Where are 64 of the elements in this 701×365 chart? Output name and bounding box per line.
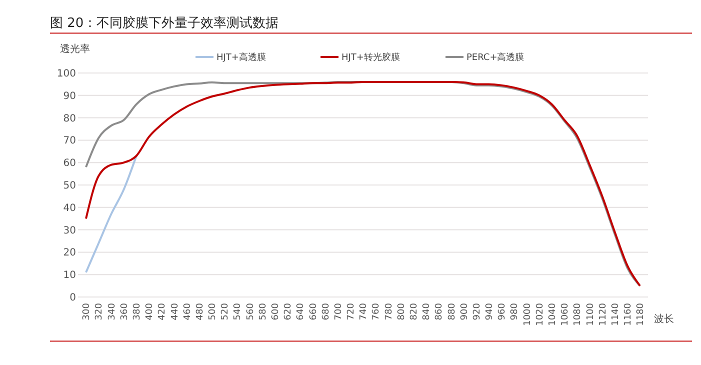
y-tick-label: 70 — [63, 136, 76, 147]
x-tick-label: 980 — [510, 302, 520, 320]
y-tick-label: 90 — [63, 90, 76, 102]
y-tick-label: 60 — [63, 158, 76, 170]
x-tick-label: 580 — [258, 302, 268, 320]
x-tick-label: 480 — [195, 302, 206, 320]
x-tick-label: 680 — [321, 302, 332, 320]
x-tick-label: 500 — [208, 302, 218, 320]
y-tick-label: 20 — [63, 248, 76, 259]
y-tick-label: 40 — [63, 202, 76, 214]
x-tick-label: 640 — [296, 302, 306, 320]
x-tick-label: 860 — [434, 302, 445, 320]
x-tick-label: 1180 — [636, 302, 646, 326]
y-tick-label: 0 — [70, 292, 76, 304]
x-tick-label: 820 — [410, 302, 420, 320]
x-tick-label: 540 — [233, 302, 244, 320]
x-tick-label: 900 — [460, 302, 470, 320]
line-series — [85, 154, 138, 274]
x-tick-label: 660 — [308, 302, 319, 320]
x-tick-label: 400 — [145, 302, 156, 320]
legend-label: HJT+转光胶膜 — [342, 52, 400, 64]
y-tick-label: 50 — [63, 180, 76, 192]
x-tick-label: 320 — [94, 302, 105, 320]
x-tick-label: 1140 — [610, 302, 621, 326]
x-tick-label: 340 — [107, 302, 118, 320]
x-tick-label: 380 — [132, 302, 143, 320]
line-series — [85, 80, 641, 287]
y-axis-title: 透光率 — [60, 43, 90, 55]
x-tick-label: 360 — [120, 302, 130, 320]
x-tick-label: 300 — [82, 302, 92, 320]
x-tick-label: 520 — [220, 302, 231, 320]
legend-label: HJT+高透膜 — [216, 52, 266, 64]
x-tick-label: 760 — [372, 302, 382, 320]
legend-label: PERC+高透膜 — [466, 52, 524, 64]
x-tick-label: 1000 — [522, 302, 533, 326]
x-tick-label: 1100 — [586, 302, 596, 326]
x-tick-label: 620 — [284, 302, 294, 320]
x-tick-label: 1060 — [560, 302, 571, 326]
x-tick-label: 440 — [170, 302, 180, 320]
x-tick-label: 1020 — [535, 302, 546, 326]
x-tick-label: 920 — [472, 302, 482, 320]
x-tick-label: 780 — [384, 302, 394, 320]
x-tick-label: 1080 — [573, 302, 584, 326]
x-tick-label: 1120 — [598, 302, 608, 326]
y-tick-label: 10 — [63, 270, 76, 282]
y-tick-label: 100 — [56, 68, 76, 80]
x-tick-label: 1160 — [624, 302, 634, 326]
x-axis-title: 波长 — [654, 313, 674, 325]
x-tick-label: 940 — [485, 302, 496, 320]
x-tick-label: 740 — [359, 302, 370, 320]
x-tick-label: 460 — [182, 302, 193, 320]
x-tick-label: 840 — [422, 302, 432, 320]
x-tick-label: 700 — [334, 302, 344, 320]
y-tick-label: 80 — [63, 113, 76, 124]
x-tick-label: 960 — [498, 302, 508, 320]
x-tick-label: 800 — [396, 302, 407, 320]
x-tick-label: 880 — [447, 302, 458, 320]
chart-title: 图 20：不同胶膜下外量子效率测试数据 — [50, 15, 279, 31]
x-tick-label: 560 — [246, 302, 256, 320]
x-tick-label: 720 — [346, 302, 357, 320]
y-tick-label: 30 — [63, 225, 76, 236]
x-tick-label: 600 — [271, 302, 282, 320]
x-tick-label: 420 — [158, 302, 168, 320]
x-tick-label: 1040 — [548, 302, 558, 326]
